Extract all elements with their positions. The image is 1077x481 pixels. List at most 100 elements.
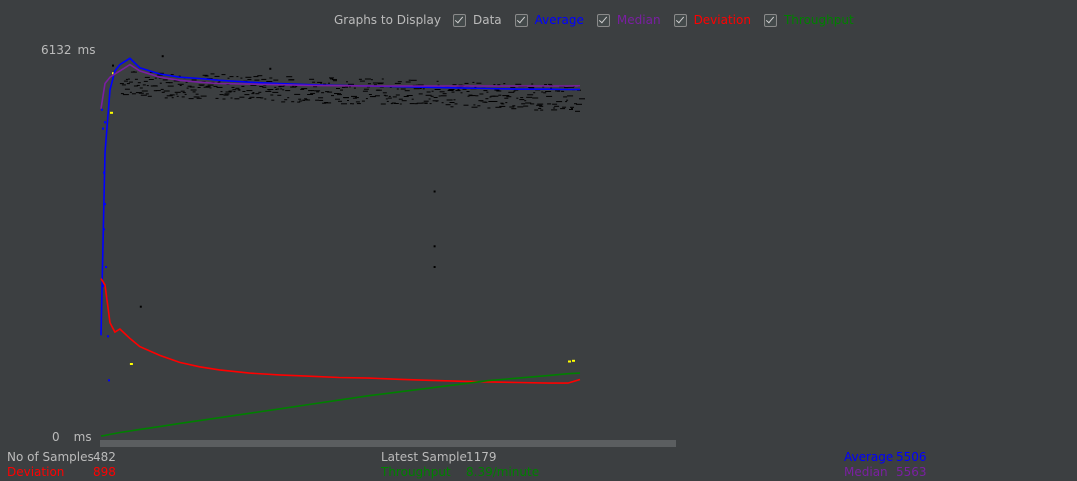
data-point (235, 87, 240, 89)
data-point (316, 91, 320, 93)
data-point (238, 89, 241, 91)
throughput-label: Throughput (381, 465, 451, 479)
data-point (204, 75, 209, 77)
data-point (405, 81, 411, 83)
data-point (537, 103, 544, 105)
data-point (260, 97, 264, 99)
data-point (102, 284, 104, 287)
data-point (486, 91, 489, 93)
data-point (489, 96, 492, 98)
data-point (155, 90, 161, 92)
data-point (285, 90, 291, 92)
data-point (411, 98, 414, 100)
data-point (381, 78, 384, 80)
data-point (499, 105, 506, 107)
data-point (483, 90, 488, 92)
data-point (502, 95, 509, 97)
data-point (173, 80, 180, 82)
data-point (345, 86, 348, 88)
data-point (467, 95, 470, 97)
data-point (451, 91, 455, 93)
data-point (527, 94, 534, 96)
data-point (513, 90, 516, 92)
data-point (277, 94, 282, 96)
data-point (253, 76, 259, 78)
data-point (261, 78, 267, 80)
latest-sample-value: 1179 (466, 450, 497, 464)
data-point (445, 104, 451, 106)
data-point (398, 98, 403, 100)
data-checkbox-option[interactable]: Data (452, 13, 502, 27)
data-point (195, 93, 199, 95)
data-point (170, 74, 174, 76)
data-point (196, 97, 202, 99)
data-point (245, 76, 252, 78)
data-point (306, 99, 311, 101)
data-point (409, 103, 415, 105)
throughput-checkbox[interactable] (763, 13, 777, 27)
data-point (136, 84, 140, 86)
median-checkbox[interactable] (596, 13, 610, 27)
y-axis-max-label: 6132 ms (41, 43, 96, 57)
data-point (428, 98, 431, 100)
data-point (551, 109, 558, 111)
data-point (531, 83, 534, 85)
data-point (536, 104, 543, 106)
data-point (430, 95, 434, 97)
median-checkbox-option[interactable]: Median (596, 13, 661, 27)
data-point (271, 99, 275, 101)
data-point (240, 77, 243, 79)
data-point (322, 102, 327, 104)
data-point (338, 100, 342, 102)
average-checkbox[interactable] (514, 13, 528, 27)
data-point (133, 85, 138, 87)
data-point (485, 98, 489, 100)
data-point (569, 109, 573, 110)
data-point (205, 85, 211, 87)
data-point-highlight (568, 360, 571, 363)
data-checkbox[interactable] (452, 13, 466, 27)
data-point (476, 82, 482, 84)
data-point (372, 82, 379, 84)
data-point (129, 91, 132, 93)
data-point (314, 90, 321, 92)
data-point (108, 379, 110, 382)
horizontal-scrollbar[interactable] (100, 440, 676, 447)
data-point (287, 97, 290, 99)
data-point (149, 71, 153, 73)
data-point (258, 91, 262, 93)
data-point (290, 86, 297, 88)
data-point (496, 90, 502, 92)
data-point (469, 95, 476, 97)
data-point (259, 86, 264, 87)
data-point (220, 91, 223, 93)
data-point-highlight (572, 359, 575, 362)
data-point (550, 87, 553, 89)
throughput-checkbox-option[interactable]: Throughput (763, 13, 854, 27)
data-point (439, 91, 445, 93)
data-point (304, 98, 308, 100)
deviation-checkbox[interactable] (673, 13, 687, 27)
data-point (387, 97, 392, 99)
data-point (222, 98, 226, 100)
data-point (460, 92, 463, 94)
data-point (252, 92, 255, 93)
data-point (282, 89, 285, 91)
data-point (438, 95, 441, 97)
data-point (571, 108, 573, 110)
data-point (540, 109, 544, 111)
data-point (284, 99, 288, 101)
data-point (533, 92, 536, 94)
data-point (330, 78, 333, 80)
data-point (425, 94, 432, 96)
data-point (530, 103, 535, 105)
data-point (182, 92, 186, 94)
data-point-highlight (129, 363, 133, 365)
data-point (268, 89, 271, 91)
data-point (517, 106, 524, 108)
data-point (120, 93, 124, 95)
deviation-checkbox-option[interactable]: Deviation (673, 13, 751, 27)
average-checkbox-option[interactable]: Average (514, 13, 584, 27)
data-point (126, 83, 130, 85)
data-point (382, 92, 387, 94)
